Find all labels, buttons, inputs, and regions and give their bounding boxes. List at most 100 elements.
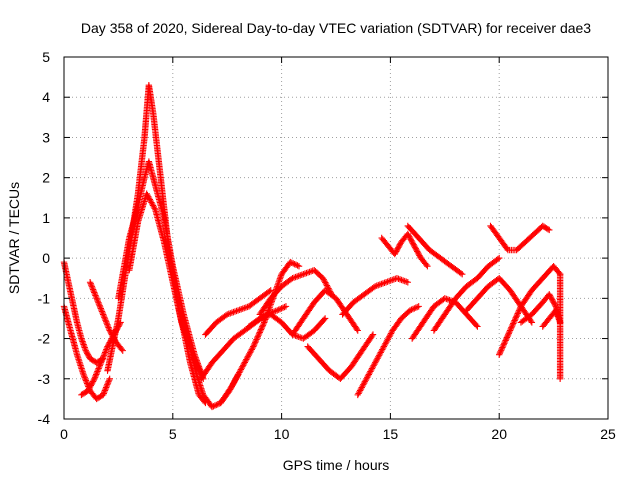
y-tick-label: 2 (42, 170, 50, 186)
data-point (94, 296, 101, 303)
data-point (257, 326, 265, 333)
data-point (509, 321, 516, 329)
data-point (236, 369, 243, 376)
plot-frame (63, 56, 609, 420)
data-point (143, 190, 150, 197)
data-point (503, 334, 511, 341)
data-point (90, 376, 97, 384)
data-point (259, 322, 267, 329)
data-point (295, 272, 302, 280)
data-point (144, 192, 151, 199)
data-point (398, 276, 405, 284)
data-point (411, 305, 418, 312)
data-point (494, 255, 502, 263)
data-point (323, 282, 331, 289)
data-point (369, 331, 377, 338)
data-point (508, 324, 515, 331)
data-point (93, 369, 101, 377)
data-point (237, 306, 245, 313)
data-point (504, 332, 511, 340)
x-tick-label: 20 (491, 426, 507, 442)
data-point (233, 307, 240, 315)
data-point (96, 362, 104, 369)
data-point (390, 276, 398, 283)
data-point (214, 401, 221, 408)
data-point (257, 327, 264, 335)
data-point (253, 334, 261, 342)
data-point (233, 373, 241, 380)
data-point (497, 347, 505, 354)
data-point (387, 277, 394, 284)
data-point (380, 343, 388, 350)
data-point (105, 324, 112, 331)
data-point (260, 320, 267, 328)
data-point (368, 365, 376, 372)
data-point (501, 340, 508, 347)
data-point (98, 308, 106, 315)
data-point (94, 368, 101, 375)
data-point (274, 307, 281, 314)
data-point (96, 363, 103, 371)
data-point (146, 196, 154, 203)
data-point (367, 368, 374, 375)
data-point (499, 342, 507, 350)
data-point (234, 372, 241, 379)
data-point (104, 322, 112, 330)
data-point (210, 403, 217, 410)
data-point (355, 390, 362, 397)
data-point (91, 290, 99, 298)
data-point (259, 323, 266, 330)
data-point (213, 401, 220, 409)
data-point (255, 316, 262, 323)
data-point (501, 338, 509, 346)
data-point (258, 314, 265, 322)
data-point (415, 303, 422, 310)
data-point (389, 276, 396, 284)
data-point (229, 382, 236, 389)
x-tick-label: 10 (274, 426, 290, 442)
y-tick-label: -2 (38, 331, 51, 347)
data-point (239, 305, 246, 312)
data-point (356, 387, 364, 394)
data-point (97, 360, 104, 368)
data-point (515, 308, 522, 316)
data-point (473, 322, 480, 329)
data-point (102, 318, 110, 325)
data-point (444, 296, 452, 303)
data-point (396, 276, 404, 283)
data-point (507, 325, 514, 333)
data-point (247, 347, 255, 355)
data-point (294, 262, 301, 269)
data-point (100, 312, 107, 320)
data-point (291, 260, 298, 268)
data-point (499, 344, 506, 351)
data-point (292, 261, 300, 269)
data-point (512, 315, 519, 323)
data-point (443, 295, 450, 303)
data-point (528, 319, 536, 326)
data-point (148, 199, 155, 206)
data-point (511, 317, 518, 324)
data-point (89, 286, 97, 293)
data-point (249, 344, 256, 352)
data-point (361, 378, 369, 385)
data-point (104, 321, 111, 328)
data-point (102, 385, 109, 393)
data-point (81, 374, 88, 381)
data-point (498, 345, 505, 353)
data-point (293, 273, 301, 280)
data-point (228, 383, 235, 391)
data-point (97, 359, 105, 366)
data-point (251, 340, 258, 347)
y-axis-label: SDTVAR / TECUs (6, 182, 22, 294)
data-point (102, 384, 110, 391)
data-point (424, 262, 431, 270)
data-point (527, 317, 535, 325)
data-point (242, 304, 250, 311)
data-point (80, 371, 87, 378)
data-point (368, 366, 375, 374)
data-point (248, 346, 255, 353)
data-point (103, 319, 110, 327)
y-tick-label: 5 (42, 49, 50, 65)
y-tick-label: 4 (42, 89, 50, 105)
